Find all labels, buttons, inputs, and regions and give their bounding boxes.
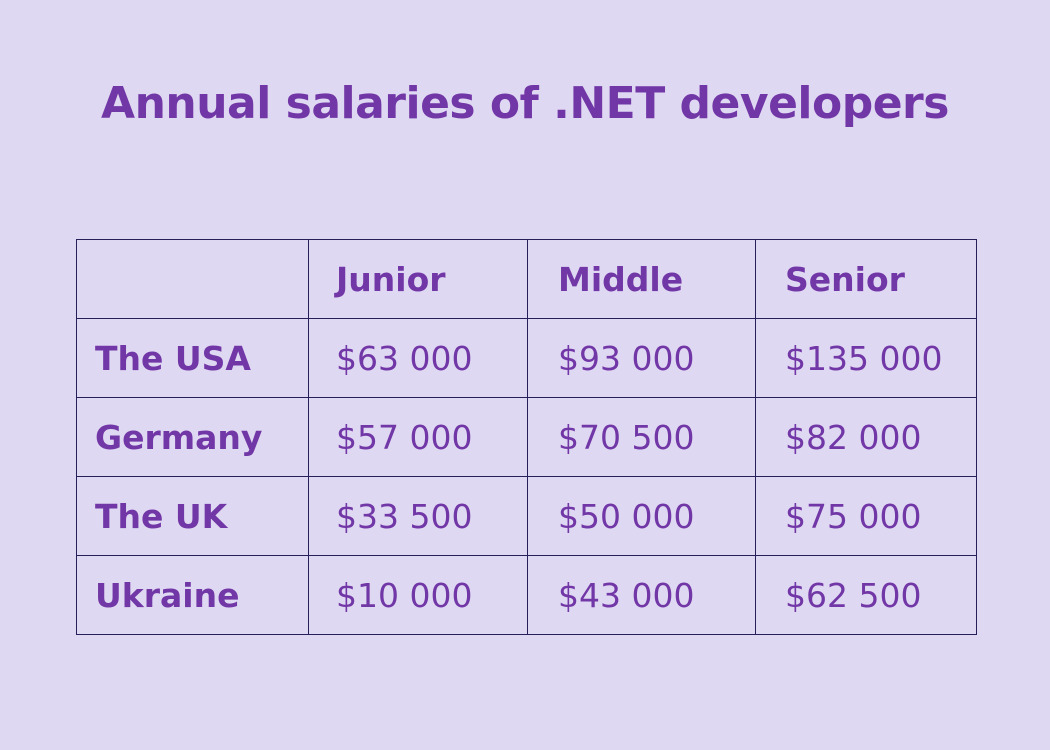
header-middle: Middle	[527, 239, 756, 319]
cell-uk-junior: $33 500	[308, 476, 528, 556]
table-row: The UK $33 500 $50 000 $75 000	[76, 476, 977, 556]
cell-germany-senior: $82 000	[755, 397, 977, 477]
header-row: Junior Middle Senior	[76, 239, 977, 319]
header-senior: Senior	[755, 239, 977, 319]
cell-uk-senior: $75 000	[755, 476, 977, 556]
cell-ukraine-middle: $43 000	[527, 555, 756, 635]
chart-title: Annual salaries of .NET developers	[101, 78, 949, 129]
cell-germany-middle: $70 500	[527, 397, 756, 477]
cell-usa-middle: $93 000	[527, 318, 756, 398]
row-label-ukraine: Ukraine	[76, 555, 309, 635]
salary-table: Junior Middle Senior The USA $63 000 $93…	[76, 239, 977, 635]
cell-uk-middle: $50 000	[527, 476, 756, 556]
row-label-germany: Germany	[76, 397, 309, 477]
table-row: The USA $63 000 $93 000 $135 000	[76, 318, 977, 398]
cell-usa-senior: $135 000	[755, 318, 977, 398]
row-label-usa: The USA	[76, 318, 309, 398]
header-empty-cell	[76, 239, 309, 319]
row-label-uk: The UK	[76, 476, 309, 556]
salary-table-container: Junior Middle Senior The USA $63 000 $93…	[76, 239, 977, 635]
table-row: Germany $57 000 $70 500 $82 000	[76, 397, 977, 477]
cell-usa-junior: $63 000	[308, 318, 528, 398]
header-junior: Junior	[308, 239, 528, 319]
cell-ukraine-senior: $62 500	[755, 555, 977, 635]
table-row: Ukraine $10 000 $43 000 $62 500	[76, 555, 977, 635]
cell-ukraine-junior: $10 000	[308, 555, 528, 635]
cell-germany-junior: $57 000	[308, 397, 528, 477]
